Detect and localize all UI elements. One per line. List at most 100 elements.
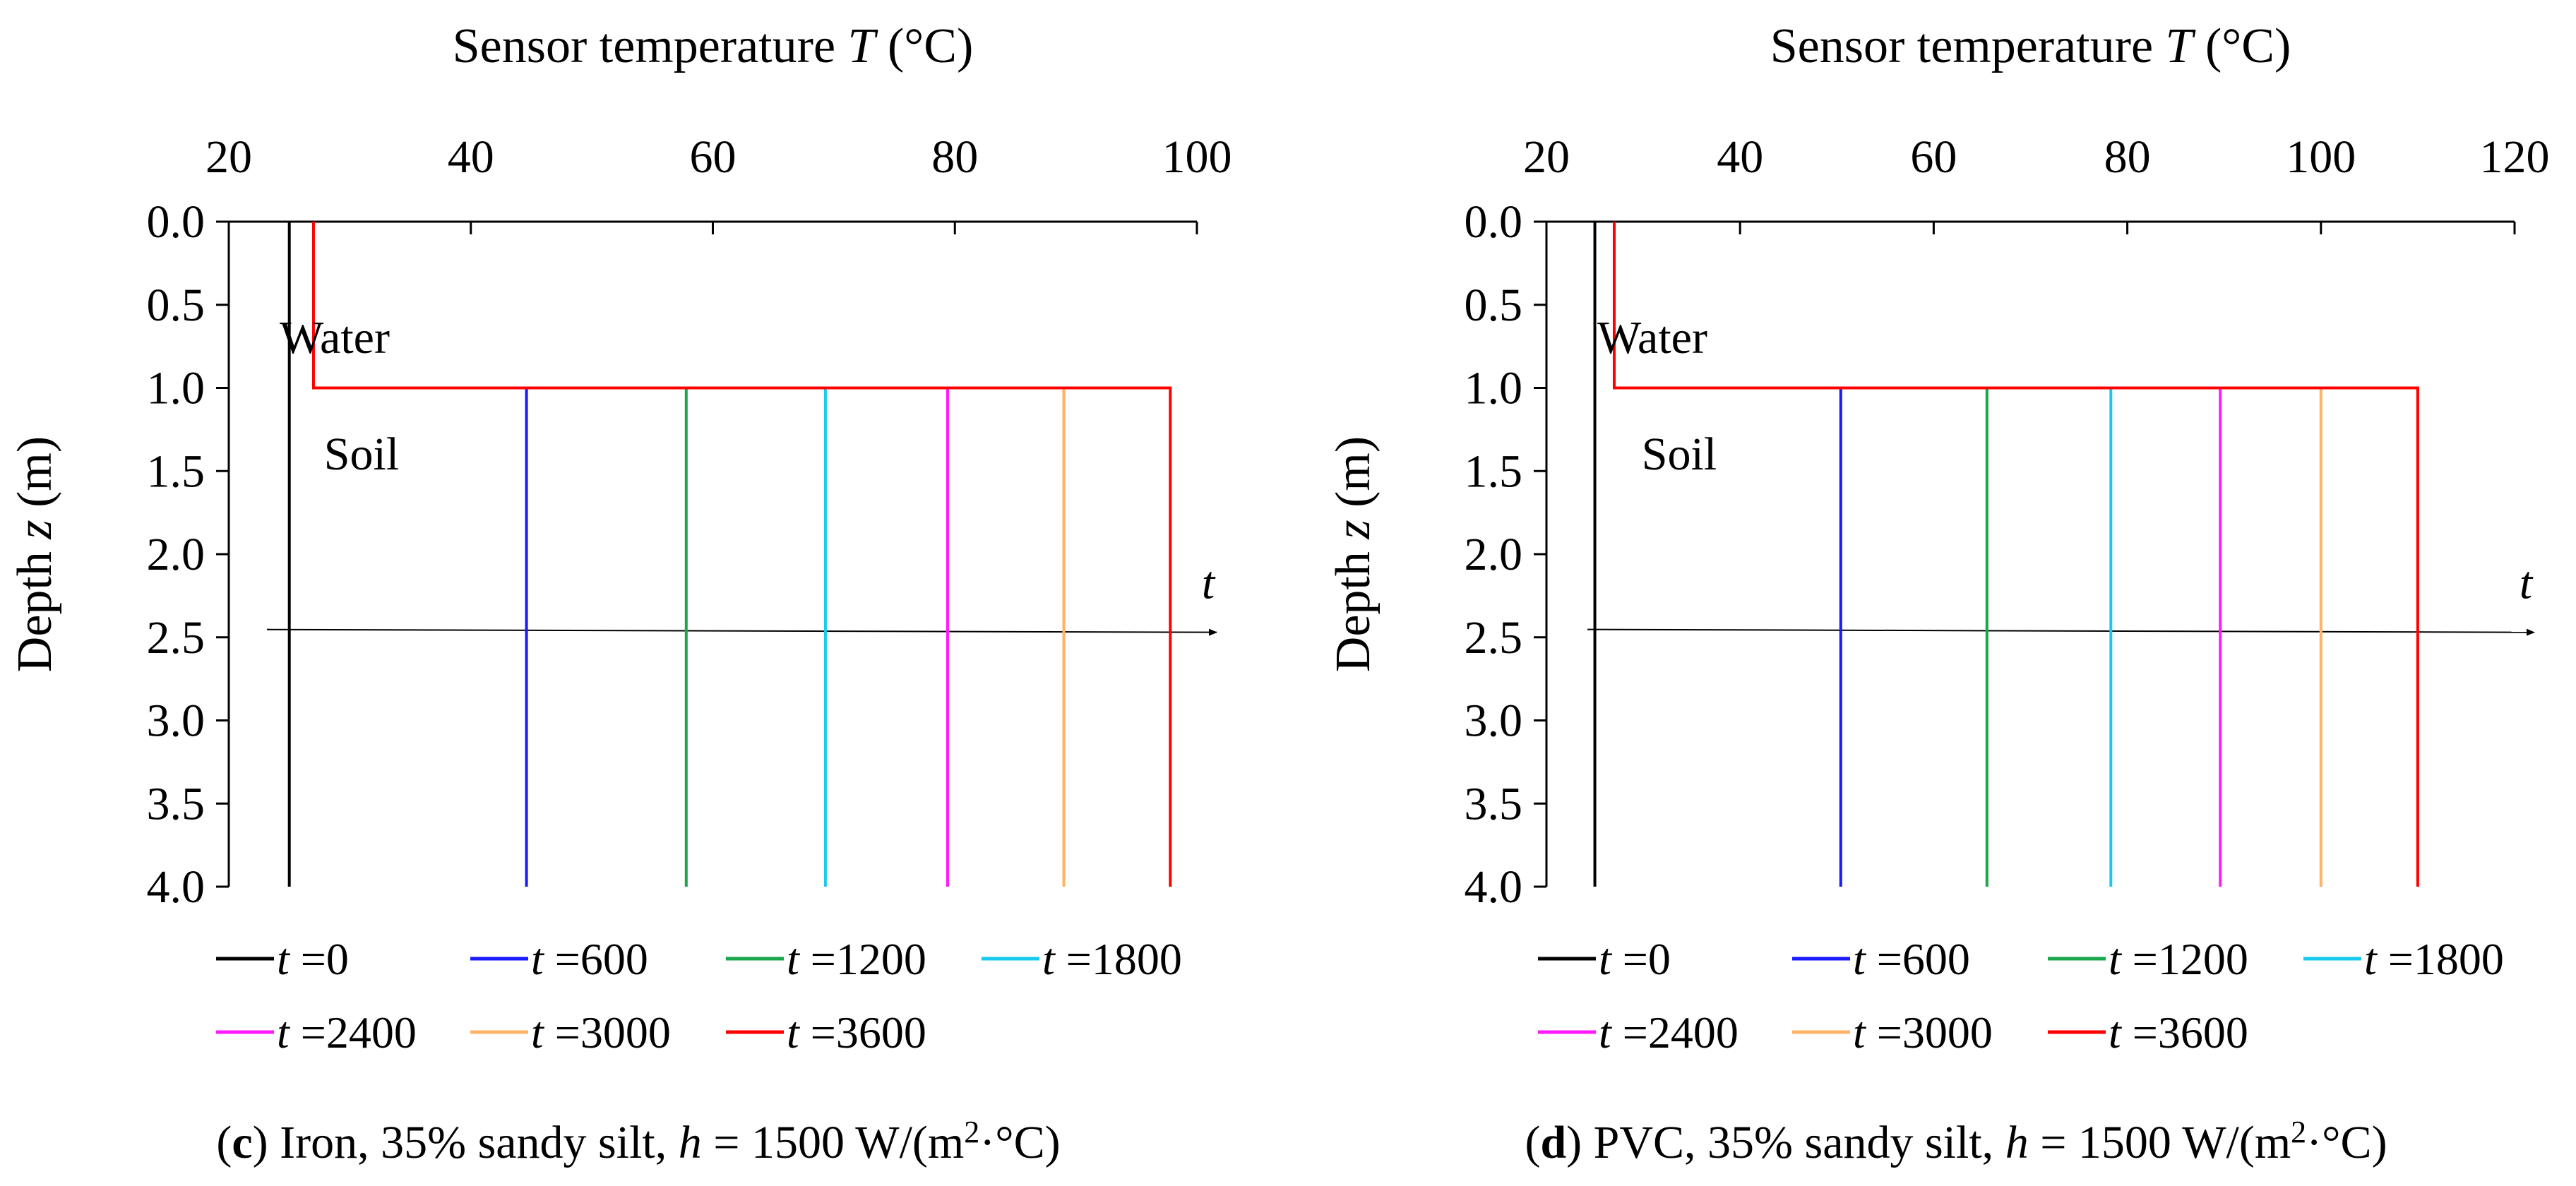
legend-label-variable: t xyxy=(2109,1007,2123,1058)
y-tick-label: 0.5 xyxy=(147,280,205,331)
x-axis-title: Sensor temperature T (°C) xyxy=(453,19,974,73)
legend-label-value: =600 xyxy=(1866,934,1970,984)
caption-unit: ·°C) xyxy=(2306,1117,2387,1168)
legend-label: t =600 xyxy=(1853,934,1970,984)
chart-panel-c: 20 40 60 80 100 0.0 0.5 1.0 1.5 2.0 2.5 3.0 3.5 4.0 Se… xyxy=(8,19,1232,1168)
x-tick-label: 60 xyxy=(1910,131,1957,183)
y-tick-label: 1.0 xyxy=(1465,363,1523,414)
legend-label-value: =1200 xyxy=(799,934,926,984)
legend-label-variable: t xyxy=(1853,1007,1867,1058)
x-tick-label: 20 xyxy=(205,131,252,183)
legend-label-value: =2400 xyxy=(1611,1007,1739,1058)
legend-label-value: =0 xyxy=(290,934,349,984)
y-tick-label: 2.0 xyxy=(147,529,205,580)
y-tick-label: 2.0 xyxy=(1465,529,1523,580)
legend-item: t =3000 xyxy=(470,1007,671,1058)
legend-label: t =3000 xyxy=(531,1007,671,1058)
x-tick-label: 40 xyxy=(1717,131,1763,183)
y-axis-title-variable: z xyxy=(1326,520,1381,539)
caption-h-symbol: h xyxy=(679,1117,702,1168)
legend-label-value: =1800 xyxy=(1055,934,1182,984)
y-axis-title: Depth z (m) xyxy=(8,436,62,672)
time-arrow xyxy=(1587,628,2535,636)
x-tick-label: 60 xyxy=(690,131,737,183)
annotation-soil: Soil xyxy=(1642,429,1717,480)
legend-label: t =3600 xyxy=(2109,1007,2248,1058)
panel-caption: (c) Iron, 35% sandy silt, h = 1500 W/(m2… xyxy=(216,1115,1060,1168)
legend-label-variable: t xyxy=(1599,934,1613,984)
time-arrow-label: t xyxy=(2520,558,2534,609)
legend-item: t =3600 xyxy=(726,1007,926,1058)
legend-label-variable: t xyxy=(1042,934,1056,984)
caption-letter: d xyxy=(1540,1117,1566,1168)
x-axis-title-unit: (°C) xyxy=(2193,19,2291,73)
legend-label-value: =3000 xyxy=(544,1007,671,1058)
legend-label-variable: t xyxy=(787,934,801,984)
time-arrow xyxy=(266,628,1217,636)
caption-unit: ·°C) xyxy=(979,1117,1060,1168)
legend-label: t =2400 xyxy=(1599,1007,1739,1058)
y-tick-label: 3.5 xyxy=(1465,778,1523,829)
legend-label-variable: t xyxy=(2109,934,2123,984)
caption-value: = 1500 W/(m xyxy=(2029,1117,2291,1168)
legend-item: t =2400 xyxy=(216,1007,417,1058)
y-tick-label: 0.0 xyxy=(1465,196,1523,248)
legend-label: t =3600 xyxy=(787,1007,926,1058)
legend-item: t =0 xyxy=(1538,934,1671,984)
legend-item: t =0 xyxy=(216,934,349,984)
caption-h-symbol: h xyxy=(2005,1117,2029,1168)
caption-material: PVC, 35% sandy silt, xyxy=(1582,1117,2005,1168)
x-axis-title-unit: (°C) xyxy=(875,19,973,73)
legend-item: t =2400 xyxy=(1538,1007,1739,1058)
legend-label-value: =600 xyxy=(544,934,648,984)
series-line-t3600 xyxy=(1612,222,2419,887)
y-tick-label: 1.0 xyxy=(147,363,205,414)
x-tick-label: 80 xyxy=(2104,131,2151,183)
caption-paren-close: ) xyxy=(1566,1117,1582,1168)
y-tick-label: 3.0 xyxy=(1465,695,1523,747)
legend-label-variable: t xyxy=(1853,934,1867,984)
caption-paren-open: ( xyxy=(216,1117,232,1168)
legend-item: t =1200 xyxy=(726,934,926,984)
legend-label-variable: t xyxy=(277,934,291,984)
x-tick-label: 120 xyxy=(2480,131,2550,183)
x-axis-title-text: Sensor temperature xyxy=(1770,19,2166,73)
y-tick-label: 2.5 xyxy=(147,612,205,664)
caption-superscript: 2 xyxy=(964,1115,979,1149)
legend-label: t =2400 xyxy=(277,1007,417,1058)
legend-label-value: =2400 xyxy=(290,1007,417,1058)
caption-superscript: 2 xyxy=(2291,1115,2306,1149)
legend-label-value: =3600 xyxy=(2121,1007,2248,1058)
legend-label-value: =0 xyxy=(1611,934,1671,984)
legend-label-value: =3600 xyxy=(799,1007,926,1058)
legend-item: t =3600 xyxy=(2048,1007,2248,1058)
legend-label: t =3000 xyxy=(1853,1007,1993,1058)
legend-label: t =600 xyxy=(531,934,648,984)
annotation-water: Water xyxy=(1597,312,1707,364)
legend-label-value: =3000 xyxy=(1866,1007,1993,1058)
y-tick-label: 3.0 xyxy=(147,695,205,747)
legend-item: t =3000 xyxy=(1792,1007,1993,1058)
x-axis-title-variable: T xyxy=(2166,19,2197,73)
legend-item: t =1800 xyxy=(982,934,1182,984)
panel-caption: (d) PVC, 35% sandy silt, h = 1500 W/(m2·… xyxy=(1525,1115,2387,1168)
y-tick-label: 0.5 xyxy=(1465,280,1523,331)
x-tick-label: 100 xyxy=(1162,131,1232,183)
annotation-soil: Soil xyxy=(324,429,399,480)
y-axis-title-text: Depth xyxy=(8,539,62,673)
x-axis-title-text: Sensor temperature xyxy=(453,19,848,73)
x-tick-label: 20 xyxy=(1523,131,1570,183)
caption-paren-close: ) xyxy=(253,1117,268,1168)
legend-label-value: =1800 xyxy=(2377,934,2504,984)
legend-label: t =1200 xyxy=(2109,934,2248,984)
series-line-t3600 xyxy=(311,222,1172,887)
y-axis-title-unit: (m) xyxy=(8,436,62,520)
y-tick-label: 2.5 xyxy=(1465,612,1523,664)
y-tick-label: 4.0 xyxy=(1465,861,1523,913)
y-axis-title-variable: z xyxy=(8,520,62,539)
time-arrow-label: t xyxy=(1202,558,1216,609)
y-tick-label: 4.0 xyxy=(147,861,205,913)
legend-label: t =1800 xyxy=(1042,934,1182,984)
legend-item: t =1200 xyxy=(2048,934,2248,984)
